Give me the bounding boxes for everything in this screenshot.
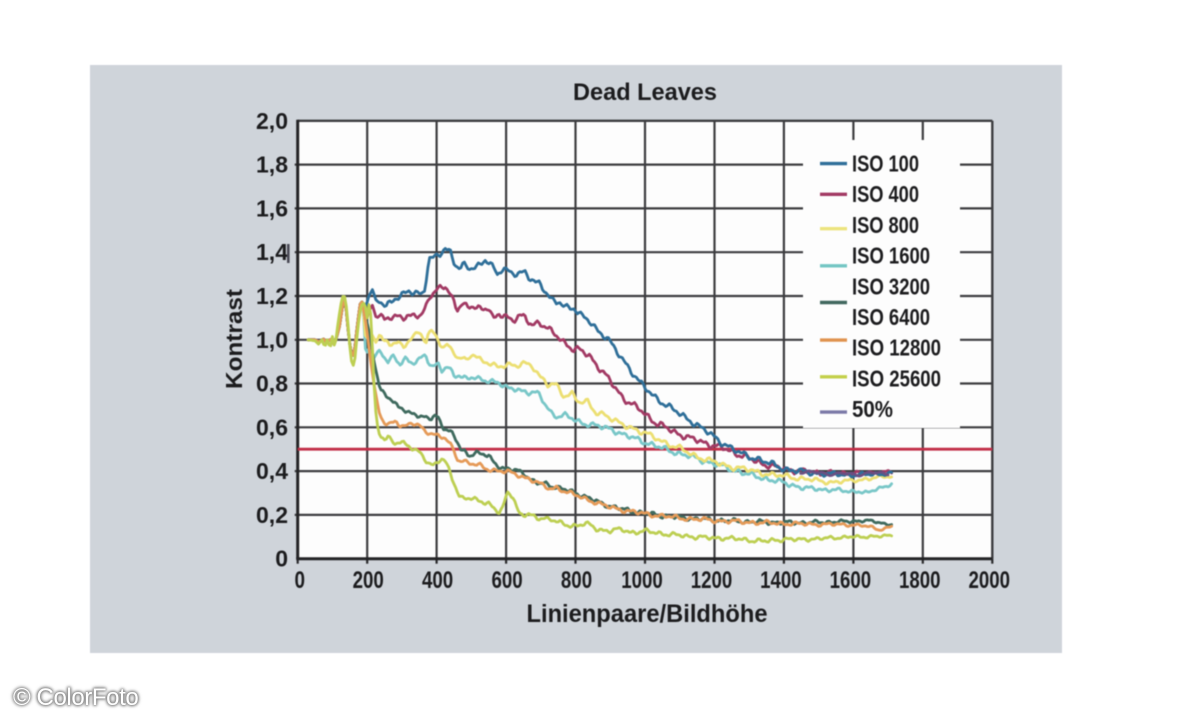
svg-text:1,0: 1,0 [256, 327, 288, 353]
svg-text:1,4: 1,4 [256, 239, 288, 265]
svg-text:0,8: 0,8 [256, 371, 288, 397]
svg-text:2000: 2000 [969, 567, 1011, 594]
svg-text:0: 0 [275, 546, 288, 572]
svg-text:1200: 1200 [691, 567, 733, 594]
svg-text:0,2: 0,2 [256, 502, 288, 528]
svg-text:ISO 100: ISO 100 [852, 151, 919, 177]
svg-text:1,6: 1,6 [256, 195, 288, 221]
svg-text:ISO 25600: ISO 25600 [852, 365, 941, 391]
svg-text:ISO 400: ISO 400 [852, 181, 919, 207]
svg-text:ISO 1600: ISO 1600 [852, 243, 930, 269]
svg-text:400: 400 [422, 567, 453, 594]
svg-text:ISO 800: ISO 800 [852, 212, 919, 238]
svg-text:Kontrast: Kontrast [221, 289, 247, 389]
svg-text:200: 200 [353, 567, 384, 594]
svg-text:600: 600 [492, 567, 523, 594]
svg-text:1,8: 1,8 [256, 152, 288, 178]
svg-text:ISO 6400: ISO 6400 [852, 304, 930, 330]
svg-text:0: 0 [294, 567, 305, 594]
svg-text:2,0: 2,0 [256, 108, 288, 134]
svg-text:1800: 1800 [899, 567, 941, 594]
svg-text:Linienpaare/Bildhöhe: Linienpaare/Bildhöhe [527, 600, 768, 628]
svg-text:0,6: 0,6 [256, 414, 288, 440]
svg-text:1000: 1000 [621, 567, 663, 594]
svg-text:ISO 3200: ISO 3200 [852, 273, 930, 299]
svg-text:800: 800 [561, 567, 592, 594]
svg-text:ISO 12800: ISO 12800 [852, 335, 941, 361]
svg-text:1400: 1400 [760, 567, 802, 594]
svg-text:50%: 50% [852, 396, 893, 422]
svg-text:0,4: 0,4 [256, 458, 288, 484]
svg-text:Dead Leaves: Dead Leaves [573, 79, 717, 106]
svg-text:1,2: 1,2 [256, 283, 288, 309]
svg-text:1600: 1600 [830, 567, 872, 594]
